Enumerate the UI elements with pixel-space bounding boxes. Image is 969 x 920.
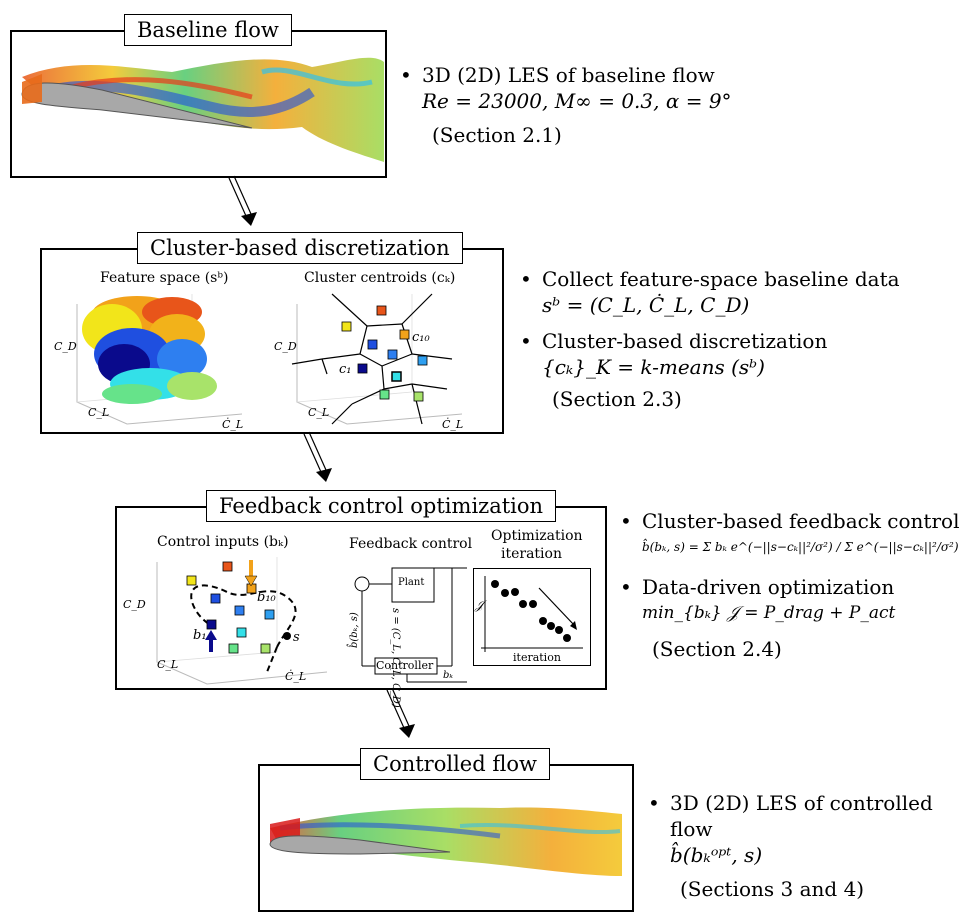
cluster-discretization-panel: Feature space (sᵇ) Cluster centroids (cₖ… xyxy=(40,248,504,434)
baseline-section-ref: (Section 2.1) xyxy=(432,123,562,147)
feedback-bullet-1: Cluster-based feedback control b̂(bₖ, s)… xyxy=(620,508,959,560)
centroid-axis-cl: C_L xyxy=(308,406,330,419)
baseline-flow-title: Baseline flow xyxy=(124,14,292,46)
centroid-axis-cd: C_D xyxy=(274,340,297,353)
baseline-flow-panel xyxy=(10,30,387,178)
control-axis-cd: C_D xyxy=(123,598,146,611)
feature-axis-cldot: Ċ_L xyxy=(222,418,244,431)
centroid-label-c10: c₁₀ xyxy=(412,330,430,345)
controlled-bullet-1: 3D (2D) LES of controlled flow b̂(bₖᵒᵖᵗ,… xyxy=(648,790,969,868)
cluster-section-ref: (Section 2.3) xyxy=(552,387,682,411)
centroid-label-c1: c₁ xyxy=(339,362,352,377)
cluster-bullet-1: Collect feature-space baseline data sᵇ =… xyxy=(520,266,900,318)
arrow-1 xyxy=(228,175,257,226)
feedback-optimization-panel: Control inputs (bₖ) Feedback control Opt… xyxy=(115,506,607,708)
cluster-bullet-2: Cluster-based discretization {cₖ}_K = k-… xyxy=(520,328,900,380)
optimization-axis-j: 𝒥 xyxy=(475,598,484,612)
controlled-flow-panel xyxy=(258,764,634,912)
feature-space-label: Feature space (sᵇ) xyxy=(100,270,229,286)
controller-block: Controller xyxy=(376,659,434,672)
feedback-section-ref: (Section 2.4) xyxy=(652,637,782,661)
feature-axis-cd: C_D xyxy=(54,340,77,353)
baseline-bullet-1: 3D (2D) LES of baseline flow Re = 23000,… xyxy=(400,62,732,114)
signal-bk: bₖ xyxy=(443,670,454,681)
cluster-discretization-title: Cluster-based discretization xyxy=(137,232,463,264)
feedback-bullets: Cluster-based feedback control b̂(bₖ, s)… xyxy=(620,508,959,662)
baseline-flow-visualization xyxy=(21,57,384,163)
feedback-optimization-title: Feedback control optimization xyxy=(206,490,557,522)
controlled-bullets: 3D (2D) LES of controlled flow b̂(bₖᵒᵖᵗ,… xyxy=(648,790,969,902)
feedback-bullet-2: Data-driven optimization min_{bₖ} 𝒥 = P_… xyxy=(620,574,959,626)
baseline-flow-bullets: 3D (2D) LES of baseline flow Re = 23000,… xyxy=(400,62,732,148)
control-label-s: s xyxy=(293,630,300,645)
control-label-b1: b₁ xyxy=(193,628,207,643)
arrow-3 xyxy=(386,687,415,738)
plant-block: Plant xyxy=(398,577,425,588)
optimization-label-1: Optimization xyxy=(491,528,583,544)
control-axis-cl: C_L xyxy=(157,658,179,671)
control-label-b10: b₁₀ xyxy=(257,590,276,605)
optimization-axis-iteration: iteration xyxy=(513,651,561,664)
feature-space-plot xyxy=(76,294,243,425)
arrow-2 xyxy=(303,431,332,482)
feedback-block-diagram xyxy=(354,567,467,683)
control-inputs-plot xyxy=(156,557,328,685)
controlled-flow-visualization xyxy=(269,807,622,876)
controlled-flow-title: Controlled flow xyxy=(360,748,550,780)
cluster-centroids-plot xyxy=(291,293,463,425)
cluster-centroids-label: Cluster centroids (cₖ) xyxy=(304,270,456,286)
signal-b: b̂(bₖ, s) xyxy=(349,612,360,648)
optimization-plot xyxy=(481,576,583,652)
feature-axis-cl: C_L xyxy=(88,406,110,419)
centroid-axis-cldot: Ċ_L xyxy=(442,418,464,431)
controlled-section-ref: (Sections 3 and 4) xyxy=(680,877,865,901)
optimization-label-2: iteration xyxy=(501,546,562,562)
control-inputs-label: Control inputs (bₖ) xyxy=(157,534,289,550)
cluster-bullets: Collect feature-space baseline data sᵇ =… xyxy=(520,266,900,412)
control-axis-cldot: Ċ_L xyxy=(285,670,307,683)
feedback-control-label: Feedback control xyxy=(349,536,473,552)
